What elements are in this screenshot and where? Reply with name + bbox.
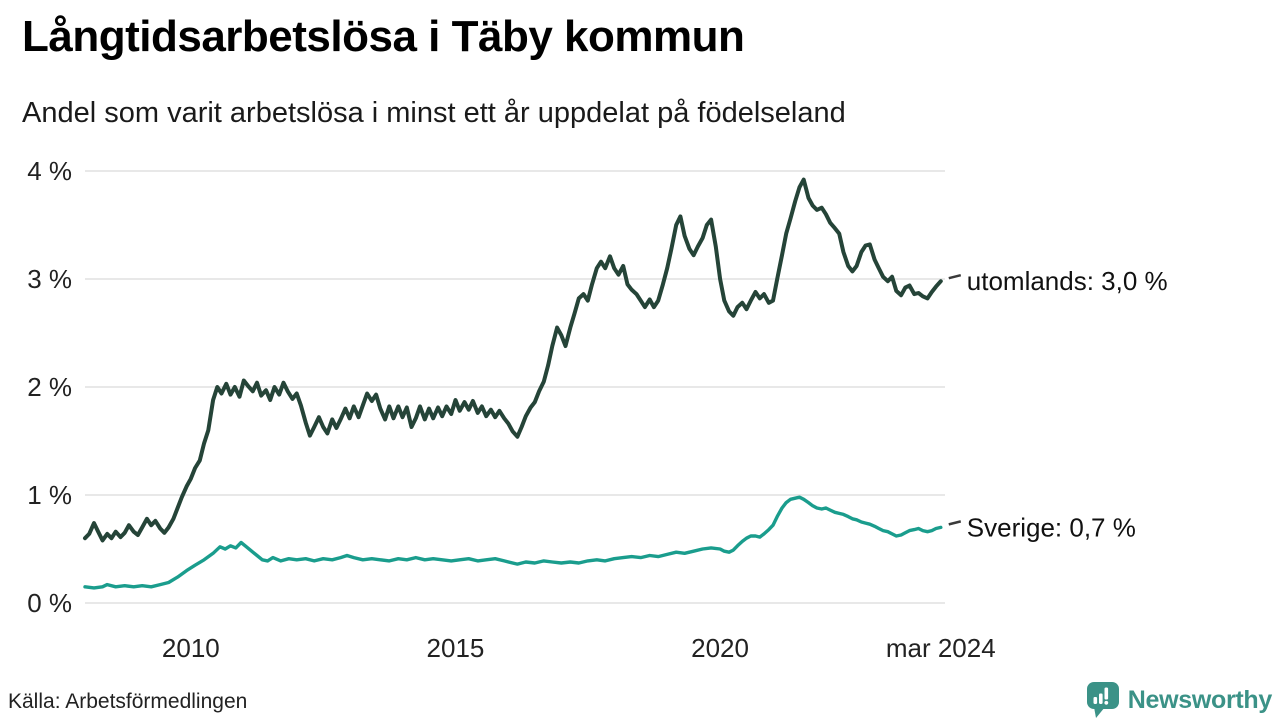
y-tick-label: 1 % <box>27 480 72 510</box>
newsworthy-logo-icon <box>1086 682 1119 718</box>
x-tick-label: 2015 <box>427 633 485 663</box>
series-label-connector <box>948 520 962 526</box>
series-line-Sverige <box>83 495 943 590</box>
x-tick-label: 2010 <box>162 633 220 663</box>
brand-name: Newsworthy <box>1127 685 1273 714</box>
x-tick-label: 2020 <box>691 633 749 663</box>
page-title: Långtidsarbetslösa i Täby kommun <box>22 12 745 61</box>
series-label-connector <box>948 273 962 280</box>
y-tick-label: 2 % <box>27 372 72 402</box>
brand-footer: Newsworthy <box>1086 681 1272 719</box>
series-end-label: utomlands: 3,0 % <box>967 266 1168 296</box>
series-end-label: Sverige: 0,7 % <box>967 512 1136 542</box>
y-tick-label: 3 % <box>27 264 72 294</box>
x-tick-label: mar 2024 <box>886 633 996 663</box>
y-tick-label: 4 % <box>27 156 72 186</box>
y-tick-label: 0 % <box>27 588 72 618</box>
source-note: Källa: Arbetsförmedlingen <box>8 690 248 713</box>
series-line-utomlands <box>83 177 943 543</box>
chart-subtitle: Andel som varit arbetslösa i minst ett å… <box>22 97 846 129</box>
